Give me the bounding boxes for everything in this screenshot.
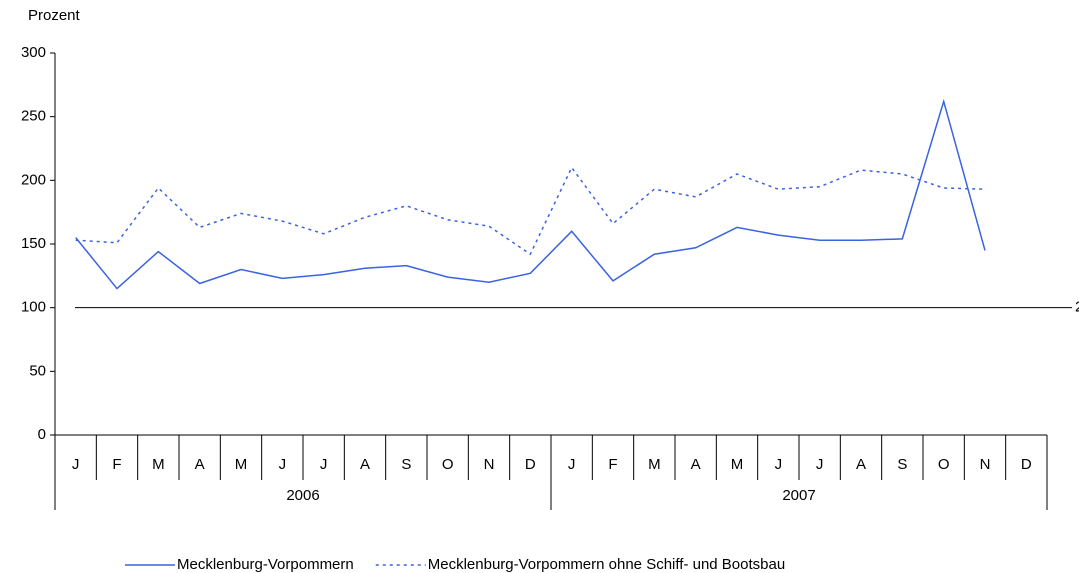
x-tick-label: M xyxy=(235,456,248,473)
x-tick-label: N xyxy=(980,456,991,473)
x-tick-label: A xyxy=(195,456,205,473)
x-tick-label: J xyxy=(72,456,80,473)
x-tick-label: J xyxy=(816,456,824,473)
y-tick-label: 50 xyxy=(29,362,46,379)
x-tick-label: J xyxy=(775,456,783,473)
x-tick-label: J xyxy=(568,456,576,473)
series-line xyxy=(75,98,986,290)
legend-label: Mecklenburg-Vorpommern ohne Schiff- und … xyxy=(428,556,785,573)
x-tick-label: M xyxy=(648,456,661,473)
y-axis-label: Prozent xyxy=(28,7,81,24)
group-label: 2007 xyxy=(782,487,815,504)
x-tick-label: N xyxy=(484,456,495,473)
x-tick-label: A xyxy=(856,456,866,473)
x-tick-label: D xyxy=(525,456,536,473)
group-label: 2006 xyxy=(286,487,319,504)
y-tick-label: 100 xyxy=(21,299,46,316)
y-tick-label: 250 xyxy=(21,108,46,125)
x-tick-label: A xyxy=(360,456,370,473)
y-tick-label: 150 xyxy=(21,235,46,252)
x-tick-label: J xyxy=(279,456,287,473)
x-tick-label: A xyxy=(691,456,701,473)
x-tick-label: M xyxy=(152,456,165,473)
reference-label: 2000 xyxy=(1075,299,1079,316)
x-tick-label: F xyxy=(112,456,121,473)
x-tick-label: M xyxy=(731,456,744,473)
y-tick-label: 200 xyxy=(21,171,46,188)
y-tick-label: 0 xyxy=(38,426,46,443)
x-tick-label: O xyxy=(442,456,454,473)
x-tick-label: J xyxy=(320,456,328,473)
legend-label: Mecklenburg-Vorpommern xyxy=(177,556,354,573)
x-tick-label: D xyxy=(1021,456,1032,473)
y-tick-label: 300 xyxy=(21,44,46,61)
x-tick-label: F xyxy=(608,456,617,473)
x-tick-label: S xyxy=(401,456,411,473)
series-line xyxy=(75,166,986,256)
x-tick-label: O xyxy=(938,456,950,473)
x-tick-label: S xyxy=(897,456,907,473)
